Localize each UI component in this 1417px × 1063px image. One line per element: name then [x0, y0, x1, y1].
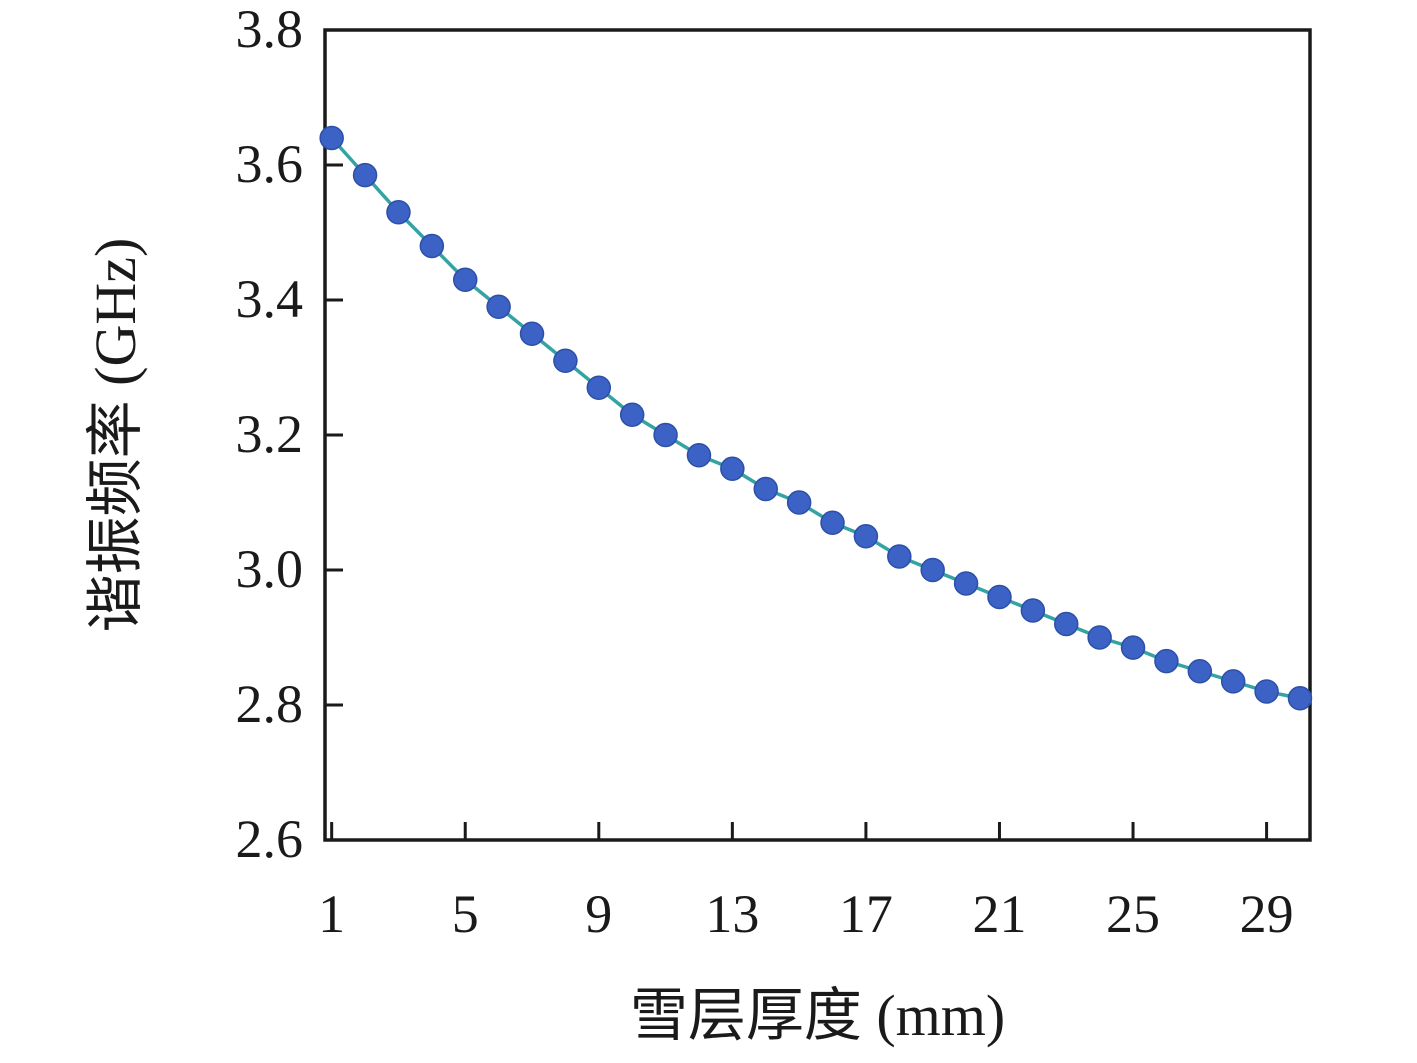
y-tick-label: 3.0: [236, 539, 304, 599]
data-point: [319, 125, 344, 151]
data-point: [1254, 679, 1279, 704]
data-point: [619, 402, 645, 427]
data-point: [553, 348, 578, 373]
data-point: [1054, 611, 1079, 637]
data-point: [686, 443, 712, 468]
x-tick-label: 25: [1106, 884, 1160, 944]
x-tick-label: 1: [318, 884, 345, 944]
x-tick-label: 29: [1240, 884, 1294, 944]
x-tick-label: 21: [972, 884, 1026, 944]
data-point: [653, 422, 678, 448]
data-point: [1120, 635, 1146, 660]
data-point: [920, 557, 945, 583]
y-tick-label: 3.8: [236, 0, 304, 59]
data-point: [753, 476, 778, 502]
y-tick-label: 3.6: [236, 134, 304, 194]
y-tick-label: 3.4: [236, 269, 304, 329]
y-tick-label: 3.2: [236, 404, 304, 464]
y-axis-label: 谐振频率 (GHz): [83, 238, 148, 633]
data-point: [1287, 686, 1313, 711]
data-point: [586, 375, 612, 400]
x-tick-label: 17: [839, 884, 893, 944]
x-tick-label: 9: [585, 884, 612, 944]
data-point: [1087, 625, 1112, 650]
data-point: [887, 544, 912, 569]
data-point: [486, 294, 511, 319]
data-point: [853, 524, 879, 549]
x-tick-label: 5: [452, 884, 479, 944]
y-tick-label: 2.8: [236, 674, 304, 734]
data-point: [519, 321, 545, 346]
data-point: [386, 200, 411, 225]
data-point: [419, 233, 445, 259]
data-point: [987, 584, 1012, 610]
data-point: [720, 456, 745, 481]
x-tick-label: 13: [705, 884, 759, 944]
data-point: [1187, 659, 1213, 684]
data-point: [820, 510, 845, 535]
x-axis-label: 雪层厚度 (mm): [630, 983, 1005, 1048]
data-point: [1220, 669, 1246, 694]
data-point: [786, 490, 812, 515]
y-tick-label: 2.6: [236, 809, 304, 869]
data-point: [452, 267, 478, 292]
data-point: [352, 162, 378, 188]
data-point: [953, 571, 979, 596]
data-point: [1020, 598, 1046, 623]
data-point: [1154, 648, 1179, 674]
